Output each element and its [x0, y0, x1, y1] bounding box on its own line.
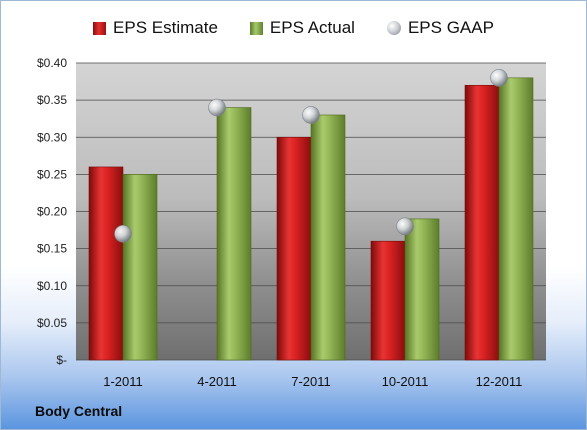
company-name: Body Central [35, 403, 123, 419]
legend-item-gaap: EPS GAAP [386, 18, 494, 38]
y-tick-label: $- [56, 353, 67, 367]
legend-label-gaap: EPS GAAP [407, 18, 494, 37]
bar-eps-estimate [88, 166, 124, 361]
marker-eps-gaap [114, 224, 132, 243]
y-tick-label: $0.20 [37, 205, 67, 219]
legend-label-actual: EPS Actual [269, 18, 355, 37]
legend-label-estimate: EPS Estimate [113, 18, 218, 37]
marker-eps-gaap [302, 106, 320, 124]
y-axis-ticks: $0.40 $0.35 $0.30 $0.25 $0.20 $0.15 $0.10 $0.05… [37, 56, 67, 367]
y-tick-label: $0.10 [37, 279, 67, 293]
y-tick-label: $0.40 [37, 56, 67, 70]
bar-eps-actual [498, 77, 534, 361]
y-tick-label: $0.05 [37, 316, 67, 330]
legend-item-actual: EPS Actual [249, 18, 355, 38]
x-tick-label: 1-2011 [103, 374, 143, 389]
gaap-markers [114, 69, 508, 243]
chart-legend: EPS Estimate EPS Actual EPS GAAP [1, 18, 586, 38]
x-axis-ticks: 1-2011 4-2011 7-2011 10-2011 12-2011 [103, 374, 522, 389]
bar-eps-actual [122, 174, 158, 361]
y-tick-label: $0.25 [37, 167, 67, 181]
x-tick-label: 4-2011 [197, 374, 237, 389]
x-tick-label: 7-2011 [291, 374, 331, 389]
bar-eps-actual [216, 107, 252, 361]
x-tick-label: 12-2011 [476, 374, 523, 389]
marker-eps-gaap [396, 217, 414, 236]
bar-eps-estimate [464, 84, 500, 361]
bars [88, 77, 534, 361]
y-tick-label: $0.15 [37, 242, 67, 256]
x-tick-label: 10-2011 [382, 374, 429, 389]
legend-swatch-gaap [386, 21, 401, 35]
bar-eps-actual [310, 114, 346, 361]
legend-swatch-estimate [93, 21, 107, 35]
y-tick-label: $0.30 [37, 130, 67, 144]
legend-item-estimate: EPS Estimate [93, 18, 218, 38]
bar-eps-estimate [370, 240, 406, 361]
marker-eps-gaap [208, 98, 226, 117]
bar-eps-actual [404, 218, 440, 361]
marker-eps-gaap [490, 69, 508, 87]
bar-eps-estimate [276, 136, 312, 361]
legend-swatch-actual [249, 21, 263, 35]
y-tick-label: $0.35 [37, 93, 67, 107]
